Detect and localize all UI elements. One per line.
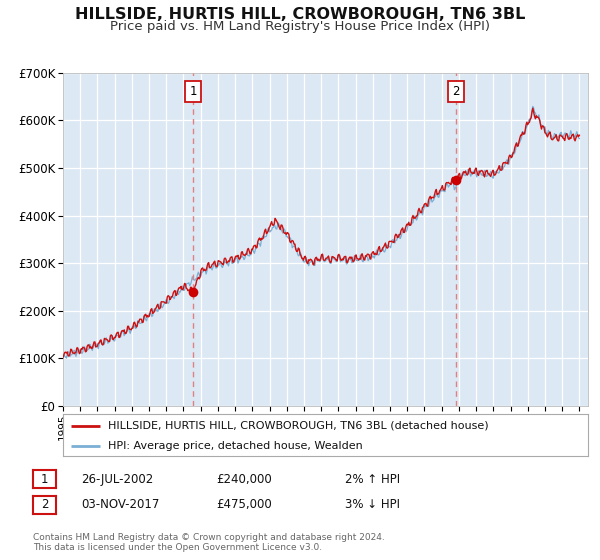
Text: 3% ↓ HPI: 3% ↓ HPI xyxy=(345,498,400,511)
Text: This data is licensed under the Open Government Licence v3.0.: This data is licensed under the Open Gov… xyxy=(33,543,322,552)
Text: HILLSIDE, HURTIS HILL, CROWBOROUGH, TN6 3BL: HILLSIDE, HURTIS HILL, CROWBOROUGH, TN6 … xyxy=(75,7,525,22)
Text: £475,000: £475,000 xyxy=(216,498,272,511)
Text: HPI: Average price, detached house, Wealden: HPI: Average price, detached house, Weal… xyxy=(107,441,362,451)
Text: 2: 2 xyxy=(452,85,460,99)
Text: HILLSIDE, HURTIS HILL, CROWBOROUGH, TN6 3BL (detached house): HILLSIDE, HURTIS HILL, CROWBOROUGH, TN6 … xyxy=(107,421,488,431)
Text: Price paid vs. HM Land Registry's House Price Index (HPI): Price paid vs. HM Land Registry's House … xyxy=(110,20,490,32)
Text: 2% ↑ HPI: 2% ↑ HPI xyxy=(345,473,400,486)
Text: 26-JUL-2002: 26-JUL-2002 xyxy=(81,473,153,486)
Text: 2: 2 xyxy=(41,498,48,511)
Text: 1: 1 xyxy=(190,85,197,99)
Text: Contains HM Land Registry data © Crown copyright and database right 2024.: Contains HM Land Registry data © Crown c… xyxy=(33,533,385,542)
Text: £240,000: £240,000 xyxy=(216,473,272,486)
Text: 1: 1 xyxy=(41,473,48,486)
Text: 03-NOV-2017: 03-NOV-2017 xyxy=(81,498,160,511)
